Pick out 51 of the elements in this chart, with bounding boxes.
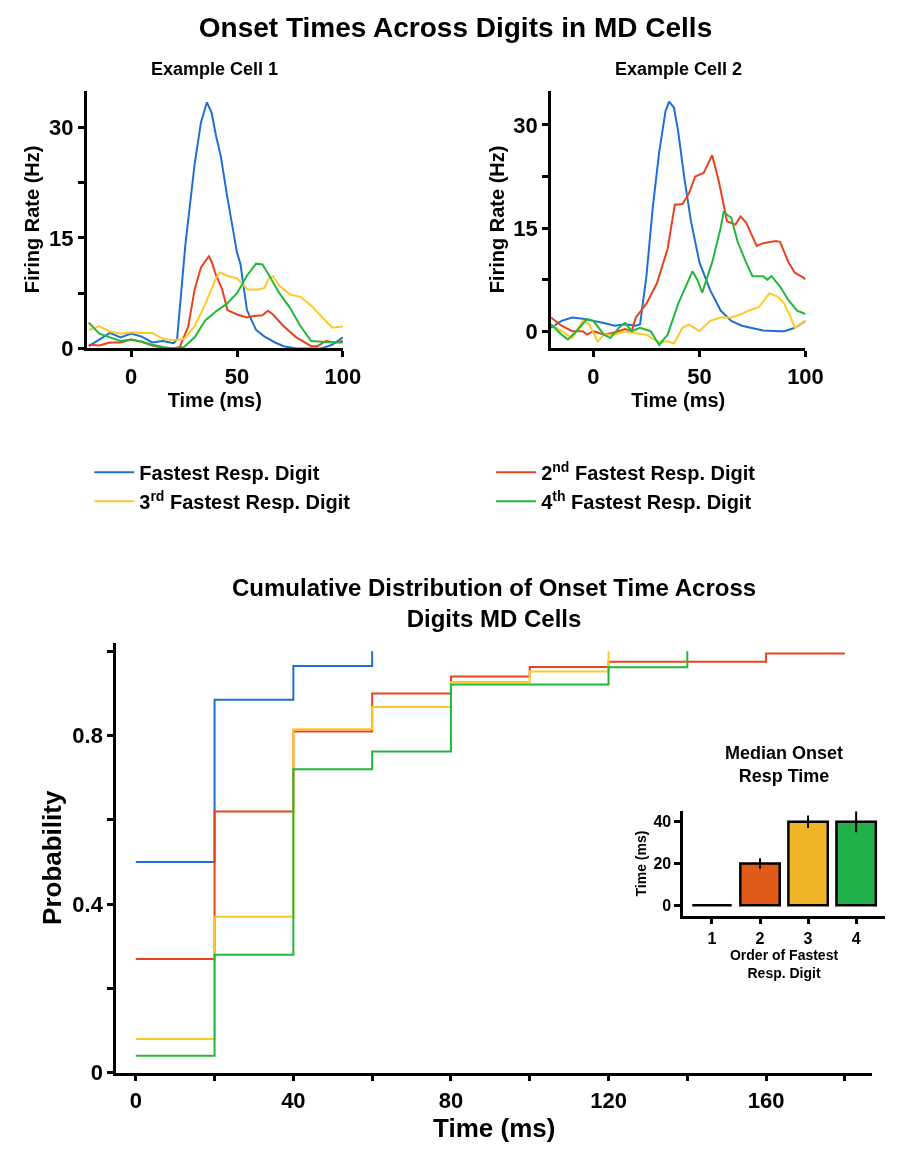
x-tick-label: 100 xyxy=(787,363,824,389)
x-tick-label: 40 xyxy=(281,1087,306,1113)
chart-title: Cumulative Distribution of Onset Time Across Digits MD Cells xyxy=(232,574,757,633)
y-tick-label: 0 xyxy=(90,1060,103,1086)
x-tick-label: 3 xyxy=(803,929,813,947)
x-tick-label: 120 xyxy=(590,1087,627,1113)
y-tick-label: 0.4 xyxy=(72,891,104,917)
y-tick-label: 20 xyxy=(653,855,672,873)
y-tick-label: 15 xyxy=(513,215,538,241)
x-tick-label: 0 xyxy=(129,1087,142,1113)
bar xyxy=(739,862,781,907)
line-series xyxy=(550,154,806,336)
y-tick-label: 30 xyxy=(48,115,74,141)
y-tick-label: 0.8 xyxy=(72,723,103,749)
chart-subtitle: Example Cell 2 xyxy=(615,59,743,79)
x-tick-label: 80 xyxy=(438,1087,464,1113)
x-axis-title: Time (ms) xyxy=(167,388,262,411)
x-tick-label: 50 xyxy=(224,363,250,389)
y-tick-label: 15 xyxy=(48,225,74,251)
x-axis-title: Order of Fastest Resp. Digit xyxy=(729,946,839,981)
y-axis-title: Time (ms) xyxy=(633,830,649,897)
y-tick-label: 0 xyxy=(662,896,672,914)
line-series xyxy=(550,292,806,345)
x-tick-label: 0 xyxy=(124,363,138,389)
x-tick-label: 4 xyxy=(851,929,861,947)
x-tick-label: 0 xyxy=(587,363,600,389)
legend-label: 2$^{nd}$ Fastest Resp. Digit xyxy=(541,458,756,484)
y-tick-label: 40 xyxy=(653,813,672,831)
y-tick-label: 0 xyxy=(61,336,74,362)
x-tick-label: 2 xyxy=(755,929,765,947)
y-tick-label: 30 xyxy=(513,112,538,138)
x-axis-title: Time (ms) xyxy=(631,388,726,411)
bar xyxy=(787,820,830,907)
y-tick-label: 0 xyxy=(525,318,538,344)
x-tick-label: 160 xyxy=(747,1087,785,1113)
line-series xyxy=(87,271,343,342)
legend-label: 4$^{th}$ Fastest Resp. Digit xyxy=(541,487,752,513)
x-tick-label: 1 xyxy=(707,929,717,947)
legend-label: Fastest Resp. Digit xyxy=(139,461,320,484)
line-series xyxy=(87,101,343,349)
y-axis-title: Probability xyxy=(36,790,67,925)
chart-title: Median Onset Resp Time xyxy=(725,743,844,787)
y-axis-title: Firing Rate (Hz) xyxy=(21,145,44,294)
y-axis-title: Firing Rate (Hz) xyxy=(485,145,508,294)
legend-label: 3$^{rd}$ Fastest Resp. Digit xyxy=(139,487,351,513)
chart-subtitle: Example Cell 1 xyxy=(151,59,279,79)
text: Onset Times Across Digits in MD Cells xyxy=(198,11,713,43)
x-tick-label: 50 xyxy=(687,363,712,389)
x-axis-title: Time (ms) xyxy=(433,1112,556,1143)
line-series xyxy=(550,211,806,346)
x-tick-label: 100 xyxy=(324,363,362,389)
